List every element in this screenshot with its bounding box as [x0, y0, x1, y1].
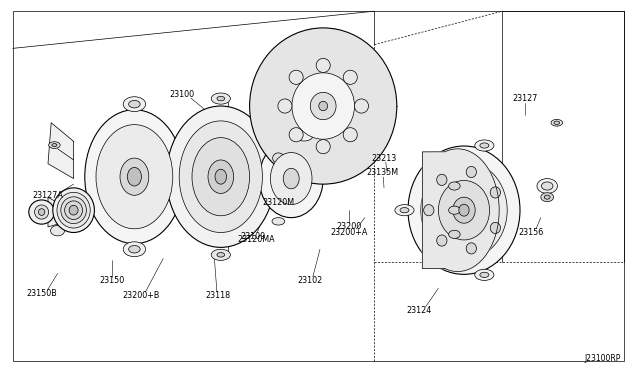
Text: 23127A: 23127A [33, 191, 63, 200]
Ellipse shape [123, 97, 146, 112]
Ellipse shape [541, 193, 554, 202]
Ellipse shape [475, 140, 494, 151]
Ellipse shape [449, 230, 460, 238]
Ellipse shape [129, 246, 140, 253]
Ellipse shape [436, 174, 447, 185]
Ellipse shape [295, 131, 313, 141]
Ellipse shape [490, 222, 500, 234]
Ellipse shape [289, 70, 303, 84]
Ellipse shape [29, 200, 54, 224]
Ellipse shape [85, 110, 184, 244]
Ellipse shape [395, 205, 414, 216]
Polygon shape [48, 123, 74, 179]
Ellipse shape [268, 148, 289, 168]
Ellipse shape [217, 253, 225, 257]
Ellipse shape [459, 204, 469, 216]
Text: 23124: 23124 [406, 306, 432, 315]
Ellipse shape [355, 99, 369, 113]
Ellipse shape [541, 182, 553, 190]
Ellipse shape [292, 73, 355, 139]
Polygon shape [422, 149, 499, 272]
Ellipse shape [424, 205, 434, 216]
Text: 23118: 23118 [205, 291, 230, 300]
Ellipse shape [38, 209, 45, 215]
Ellipse shape [480, 143, 489, 148]
Text: 23127: 23127 [512, 94, 538, 103]
Ellipse shape [215, 169, 227, 184]
Text: 23150: 23150 [99, 276, 125, 285]
Ellipse shape [449, 206, 460, 214]
Text: 23120MA: 23120MA [237, 235, 275, 244]
Ellipse shape [408, 146, 520, 275]
Ellipse shape [96, 125, 173, 229]
Ellipse shape [51, 225, 65, 236]
Ellipse shape [69, 205, 78, 215]
Text: 23135M: 23135M [367, 169, 399, 177]
Ellipse shape [316, 58, 330, 73]
Ellipse shape [129, 100, 140, 108]
Ellipse shape [343, 70, 357, 84]
Ellipse shape [480, 272, 489, 278]
Ellipse shape [475, 269, 494, 280]
Text: 23156: 23156 [518, 228, 544, 237]
Text: 23200+A: 23200+A [330, 228, 367, 237]
Ellipse shape [65, 201, 83, 219]
Text: J23100RP: J23100RP [584, 354, 621, 363]
Ellipse shape [211, 93, 230, 104]
Ellipse shape [53, 188, 95, 232]
Ellipse shape [166, 106, 275, 247]
Ellipse shape [554, 121, 559, 124]
Ellipse shape [316, 140, 330, 154]
Ellipse shape [250, 28, 397, 184]
Ellipse shape [278, 99, 292, 113]
Text: 23213: 23213 [371, 154, 397, 163]
Text: 23200+B: 23200+B [122, 291, 159, 300]
Text: 23200: 23200 [336, 222, 362, 231]
Ellipse shape [217, 96, 225, 101]
Ellipse shape [127, 167, 141, 186]
Ellipse shape [490, 187, 500, 198]
Ellipse shape [52, 144, 57, 147]
Ellipse shape [551, 119, 563, 126]
Ellipse shape [270, 153, 312, 205]
Text: 23150B: 23150B [26, 289, 57, 298]
Ellipse shape [123, 242, 146, 257]
Text: 23109: 23109 [240, 232, 266, 241]
Ellipse shape [449, 182, 460, 190]
Ellipse shape [208, 160, 234, 193]
Ellipse shape [192, 138, 250, 216]
Ellipse shape [545, 195, 550, 199]
Ellipse shape [537, 179, 557, 193]
Ellipse shape [438, 180, 490, 240]
Ellipse shape [453, 197, 476, 223]
Ellipse shape [319, 101, 328, 111]
Ellipse shape [466, 243, 476, 254]
Ellipse shape [421, 161, 507, 260]
Ellipse shape [57, 192, 90, 228]
Text: 23100: 23100 [170, 90, 195, 99]
Text: 23102: 23102 [298, 276, 323, 285]
Ellipse shape [35, 205, 49, 219]
Ellipse shape [466, 166, 476, 177]
Ellipse shape [436, 235, 447, 246]
Text: 23120M: 23120M [262, 198, 294, 207]
Ellipse shape [179, 121, 262, 232]
Ellipse shape [283, 168, 300, 189]
Ellipse shape [289, 128, 303, 142]
Ellipse shape [49, 142, 60, 148]
Ellipse shape [61, 197, 86, 224]
Ellipse shape [272, 218, 285, 225]
Ellipse shape [211, 249, 230, 260]
Ellipse shape [120, 158, 149, 195]
Polygon shape [48, 197, 74, 227]
Ellipse shape [400, 208, 409, 213]
Ellipse shape [343, 128, 357, 142]
Ellipse shape [259, 140, 323, 218]
Ellipse shape [310, 92, 336, 120]
Ellipse shape [273, 153, 284, 163]
